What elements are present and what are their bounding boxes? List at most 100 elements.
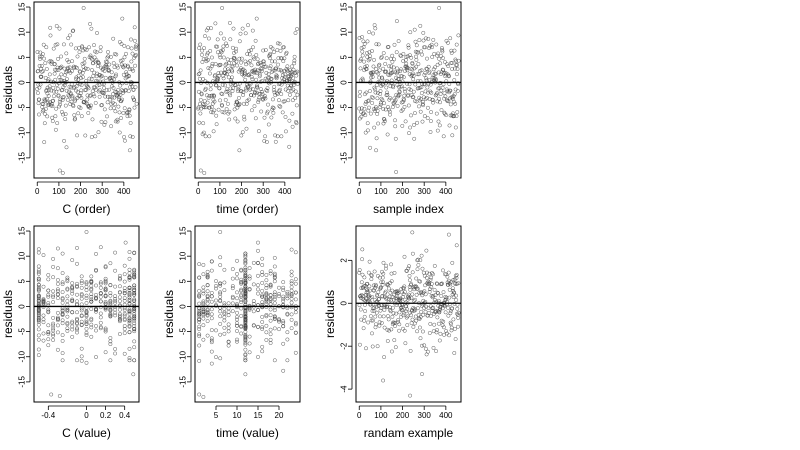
data-point — [239, 89, 244, 94]
data-point — [75, 261, 79, 266]
data-point — [127, 320, 132, 325]
data-point — [448, 282, 453, 287]
data-point — [60, 351, 65, 356]
data-point — [197, 317, 202, 322]
data-point — [228, 37, 233, 42]
data-point — [366, 98, 371, 103]
data-point — [293, 31, 298, 35]
data-point — [289, 247, 294, 252]
data-point — [89, 279, 94, 284]
data-point — [228, 93, 233, 98]
data-point — [127, 358, 132, 363]
data-point — [396, 319, 400, 324]
data-point — [112, 77, 117, 82]
data-point — [51, 256, 56, 261]
data-point — [207, 71, 212, 76]
data-point — [407, 264, 411, 269]
data-point — [412, 136, 417, 141]
data-point — [447, 287, 452, 292]
data-point — [242, 114, 247, 119]
data-point — [221, 44, 226, 49]
data-point — [392, 270, 397, 275]
data-point — [285, 289, 290, 294]
data-point — [444, 329, 449, 334]
data-point — [434, 78, 439, 82]
data-point — [51, 300, 56, 305]
data-point — [127, 108, 132, 112]
data-point — [249, 108, 254, 113]
data-point — [410, 317, 415, 322]
data-point — [251, 299, 256, 304]
data-point — [401, 52, 406, 56]
data-point — [446, 270, 451, 275]
data-point — [372, 269, 377, 274]
data-point — [40, 52, 45, 57]
data-point — [363, 130, 368, 135]
data-point — [357, 106, 362, 111]
data-point — [247, 286, 252, 291]
data-point — [218, 98, 223, 103]
data-point — [95, 31, 99, 35]
data-point — [429, 110, 434, 115]
data-point — [210, 93, 215, 98]
data-point — [243, 358, 248, 363]
data-point — [268, 284, 273, 289]
data-point — [81, 6, 86, 10]
data-point — [108, 307, 113, 312]
data-point — [428, 119, 433, 124]
data-point — [36, 333, 41, 338]
data-point — [243, 372, 248, 377]
data-point — [373, 325, 378, 330]
data-point — [434, 111, 439, 116]
data-point — [120, 81, 125, 86]
data-point — [290, 70, 295, 75]
data-point — [420, 372, 424, 377]
data-point — [429, 90, 434, 95]
data-point — [89, 297, 94, 302]
data-point — [35, 91, 40, 95]
data-point — [237, 56, 242, 61]
data-point — [89, 325, 94, 330]
data-point — [56, 93, 61, 98]
data-point — [246, 23, 250, 28]
data-point — [418, 336, 423, 341]
data-point — [94, 283, 98, 288]
data-point — [132, 283, 137, 288]
data-point — [209, 299, 214, 304]
data-point — [422, 273, 427, 278]
data-point — [98, 299, 103, 304]
data-point — [241, 73, 246, 78]
data-point — [264, 283, 269, 288]
data-point — [409, 313, 413, 318]
data-point — [381, 280, 386, 285]
data-point — [71, 86, 76, 90]
data-point — [410, 67, 415, 72]
data-point — [132, 268, 137, 273]
data-point — [238, 31, 243, 36]
data-point — [377, 275, 382, 280]
data-point — [227, 91, 232, 96]
data-point — [55, 281, 60, 286]
data-point — [201, 337, 206, 342]
data-point — [94, 268, 98, 273]
data-point — [374, 42, 379, 47]
data-point — [450, 67, 455, 71]
data-point — [277, 327, 281, 332]
plot-frame — [194, 225, 301, 403]
data-point — [225, 89, 230, 94]
data-point — [120, 58, 125, 63]
x-axis-title: time (value) — [216, 426, 279, 440]
data-point — [46, 307, 51, 312]
data-point — [248, 59, 253, 63]
data-point — [404, 309, 408, 314]
data-point — [60, 313, 65, 317]
data-point — [84, 326, 89, 331]
data-point — [79, 314, 84, 319]
data-point — [264, 70, 269, 75]
data-point — [260, 270, 265, 275]
data-point — [215, 37, 220, 42]
data-point — [385, 132, 390, 137]
data-point — [224, 89, 229, 94]
data-point — [201, 262, 206, 267]
